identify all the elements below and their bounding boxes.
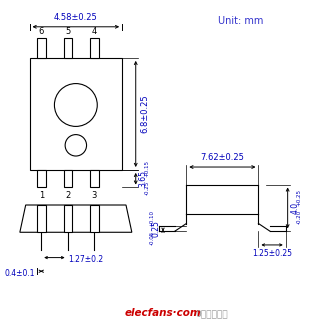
Text: 0.4±0.1: 0.4±0.1 — [5, 269, 36, 278]
Circle shape — [65, 135, 86, 156]
Text: 1.27±0.2: 1.27±0.2 — [69, 255, 104, 264]
Text: 4.58±0.25: 4.58±0.25 — [54, 13, 98, 22]
Text: -0.05: -0.05 — [149, 231, 154, 245]
Polygon shape — [20, 205, 132, 232]
Bar — [90, 205, 99, 232]
Text: 5: 5 — [65, 27, 70, 36]
Circle shape — [54, 84, 97, 126]
Bar — [64, 170, 72, 187]
Text: 2: 2 — [65, 192, 70, 200]
Text: 6: 6 — [39, 27, 44, 36]
Text: Unit: mm: Unit: mm — [217, 16, 263, 26]
Text: +0.10: +0.10 — [149, 210, 154, 227]
Text: 4.0: 4.0 — [290, 202, 300, 214]
Text: -0.20: -0.20 — [296, 210, 301, 224]
Text: elecfans·com: elecfans·com — [125, 308, 202, 318]
Text: 1.25±0.25: 1.25±0.25 — [252, 249, 292, 258]
Bar — [64, 205, 72, 232]
Text: 0.25: 0.25 — [151, 220, 160, 237]
Bar — [30, 58, 122, 170]
Bar — [90, 170, 99, 187]
Text: 6.8±0.25: 6.8±0.25 — [141, 95, 149, 133]
Text: 4: 4 — [91, 27, 96, 36]
Bar — [64, 39, 72, 58]
Bar — [90, 39, 99, 58]
Bar — [37, 205, 46, 232]
Text: 7.62±0.25: 7.62±0.25 — [201, 153, 244, 162]
Text: +0.25: +0.25 — [296, 189, 301, 206]
Text: 1: 1 — [39, 192, 44, 200]
Text: +0.15: +0.15 — [144, 160, 149, 177]
Text: -0.25: -0.25 — [144, 181, 149, 195]
Text: 0电子发烧友: 0电子发烧友 — [195, 309, 228, 318]
Text: 3: 3 — [91, 192, 96, 200]
Bar — [37, 170, 46, 187]
Bar — [37, 39, 46, 58]
Text: 3.65: 3.65 — [139, 170, 148, 187]
